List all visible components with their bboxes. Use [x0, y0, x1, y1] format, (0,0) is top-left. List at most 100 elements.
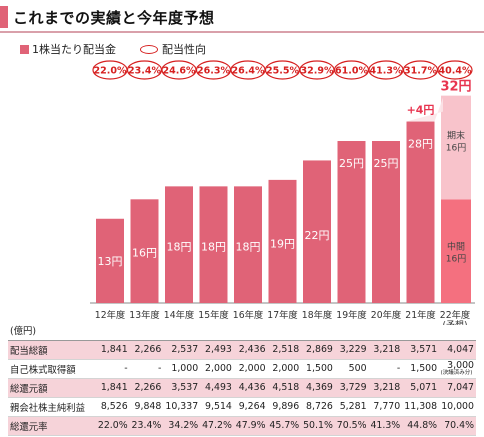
table-cell: 3,218	[368, 340, 403, 360]
category-label: 22年度	[440, 309, 470, 321]
payout-ratio-label: 40.4%	[439, 66, 472, 77]
header-cell	[368, 321, 403, 341]
table-cell: 4,436	[233, 378, 268, 398]
table-cell: 8,526	[96, 397, 130, 417]
table-cell: 2,518	[267, 340, 302, 360]
legend-bar-swatch	[20, 44, 29, 54]
table-cell: 2,266	[129, 340, 164, 360]
table-cell: 10,337	[163, 397, 201, 417]
category-label: 21年度	[405, 309, 435, 321]
payout-ratio-label: 22.0%	[94, 66, 127, 77]
table-cell: 2,266	[129, 378, 164, 398]
bar-value-label: 13円	[98, 255, 123, 268]
table-cell: 47.2%	[200, 416, 234, 436]
table-row: 自己株式取得額 - -1,000 2,000 2,000 2,000 1,500 500-1,…	[8, 359, 476, 379]
table-cell: 1,000	[163, 359, 201, 379]
table-cell: -	[129, 359, 164, 379]
table-cell: 34.2%	[163, 416, 201, 436]
table-row: 配当総額 1,841 2,266 2,537 2,493 2,436 2,518 2,869 3…	[8, 340, 476, 360]
header-cell	[334, 321, 369, 341]
bar-value-label: 18円	[167, 241, 192, 254]
payout-ratio-ring	[437, 60, 473, 80]
category-label: 20年度	[371, 309, 401, 321]
increase-arrow-shape	[406, 97, 443, 122]
table-cell: 500	[334, 359, 369, 379]
category-label: 16年度	[233, 309, 263, 321]
forecast-year-end-label: 期末	[447, 130, 465, 142]
row-label: 親会社株主純利益	[8, 397, 96, 417]
table-cell: 5,071	[402, 378, 440, 398]
category-label: 14年度	[164, 309, 194, 321]
table-cell: 41.3%	[368, 416, 403, 436]
forecast-interim-label: 中間	[447, 240, 465, 252]
row-label: 配当総額	[8, 340, 96, 360]
table-cell: 3,000 (決議済み分)	[439, 359, 476, 379]
table-cell: 23.4%	[129, 416, 164, 436]
table-cell: 2,000	[233, 359, 268, 379]
payout-ratio-label: 32.9%	[301, 66, 334, 77]
bar-value-label: 19円	[270, 238, 295, 251]
header-cell	[267, 321, 302, 341]
dividend-bar	[303, 160, 331, 303]
table-cell: 10,000	[439, 397, 476, 417]
header-cell	[402, 321, 440, 341]
legend-ratio-ring	[140, 44, 158, 54]
table-cell: 2,493	[200, 340, 234, 360]
payout-ratio-label: 25.5%	[266, 66, 299, 77]
table-cell: 5,281	[334, 397, 369, 417]
chart-legend: 1株当たり配当金 配当性向	[20, 41, 206, 57]
table-cell: 70.4%	[439, 416, 476, 436]
table-cell: 1,500	[301, 359, 335, 379]
dividend-bar	[96, 218, 124, 303]
table-cell: 1,841	[96, 378, 130, 398]
title-accent-mark	[0, 6, 8, 28]
table-cell: 9,896	[267, 397, 302, 417]
table-cell: 7,770	[368, 397, 403, 417]
dividend-bar	[268, 179, 297, 303]
table-cell: 70.5%	[334, 416, 369, 436]
increase-label: +4円	[407, 104, 435, 117]
table-cell: 47.9%	[233, 416, 268, 436]
table-cell: 7,047	[439, 378, 476, 398]
table-header-row: (億円)	[8, 321, 476, 341]
table-cell: 45.7%	[267, 416, 302, 436]
table-unit-label: (億円)	[8, 321, 96, 341]
legend-bar-label: 1株当たり配当金	[32, 43, 116, 56]
table-cell: 1,500	[402, 359, 440, 379]
table-cell: -	[368, 359, 403, 379]
table-row: 総還元額 1,841 2,266 3,537 4,493 4,436 4,518 4,369 3…	[8, 378, 476, 398]
cell-note: (決議済み分)	[440, 370, 473, 376]
table-cell: 9,264	[233, 397, 268, 417]
table-cell: 2,000	[200, 359, 234, 379]
table-cell: 3,571	[402, 340, 440, 360]
category-label: 12年度	[95, 309, 125, 321]
payout-ratio-label: 31.7%	[404, 66, 437, 77]
table-cell: 2,537	[163, 340, 201, 360]
payout-ratio-label: 26.4%	[232, 66, 265, 77]
table-cell: -	[96, 359, 130, 379]
header-cell	[96, 321, 130, 341]
dividend-bar	[130, 199, 159, 303]
table-cell: 1,841	[96, 340, 130, 360]
financial-table: (億円) 配当総額 1,841 2,266 2,537 2,493 2,436 2,518 2,…	[8, 321, 476, 436]
dividend-bar	[165, 186, 193, 303]
header-cell	[233, 321, 268, 341]
payout-ratio-label: 26.3%	[197, 66, 230, 77]
table-cell: 2,436	[233, 340, 268, 360]
table-cell: 4,047	[439, 340, 476, 360]
header-cell	[301, 321, 335, 341]
category-label: 15年度	[198, 309, 228, 321]
table-cell: 44.8%	[402, 416, 440, 436]
dividend-chart: 22.0% 23.4% 24.6% 26.3% 26.4% 25.5% 32.9% 61.0%…	[90, 60, 475, 325]
table-cell: 9,514	[200, 397, 234, 417]
dividend-bar	[199, 186, 228, 303]
table-cell: 2,000	[267, 359, 302, 379]
table-cell: 4,518	[267, 378, 302, 398]
row-label: 総還元率	[8, 416, 96, 436]
bar-value-label: 22円	[305, 229, 330, 242]
forecast-year-end-value: 16円	[446, 143, 466, 154]
table-cell: 2,869	[301, 340, 335, 360]
page-title: これまでの実績と今年度予想	[13, 9, 215, 27]
payout-ratio-label: 23.4%	[128, 66, 161, 77]
table-cell: 4,493	[200, 378, 234, 398]
